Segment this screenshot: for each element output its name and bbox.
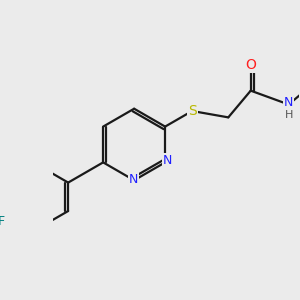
Text: F: F: [0, 214, 5, 228]
Text: O: O: [245, 58, 256, 72]
Text: N: N: [163, 154, 172, 167]
Text: S: S: [188, 104, 197, 118]
Text: H: H: [284, 110, 293, 120]
Text: N: N: [128, 173, 138, 186]
Text: N: N: [284, 96, 293, 109]
